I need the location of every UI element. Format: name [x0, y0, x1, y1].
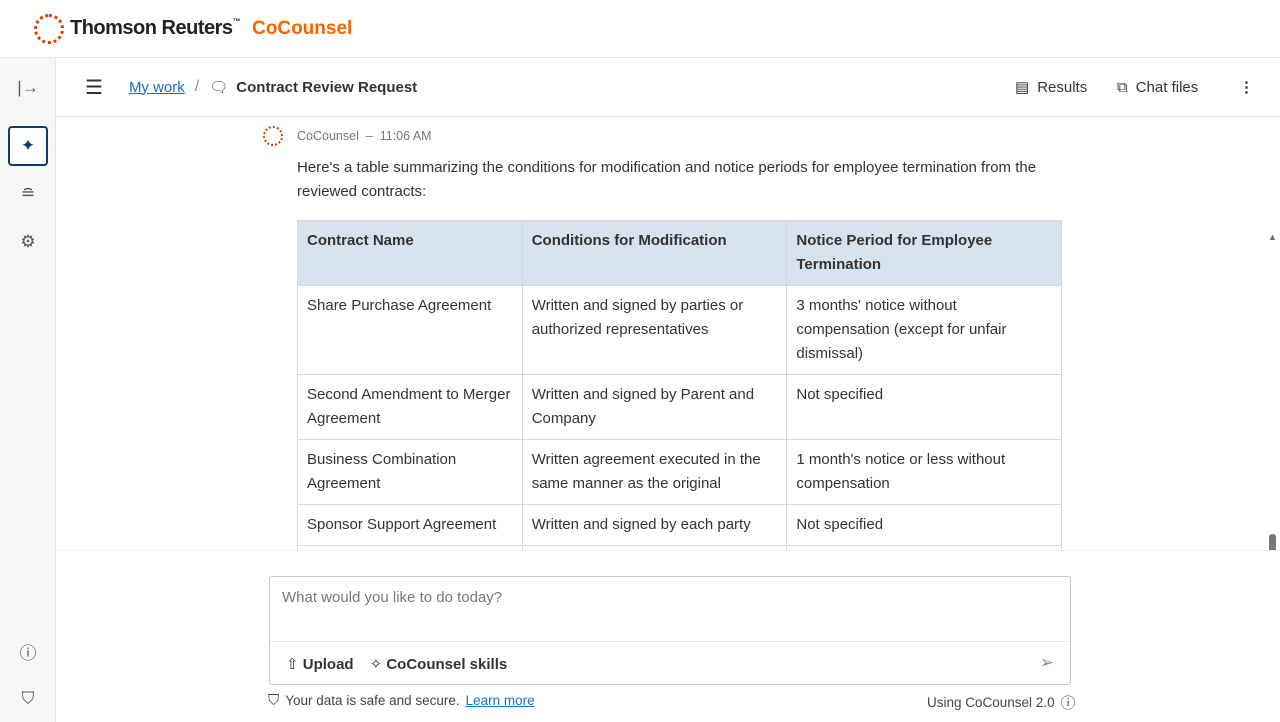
- results-label: Results: [1037, 78, 1088, 96]
- header-conditions: Conditions for Modification: [521, 220, 788, 286]
- table-cell: Sponsor Support Agreement: [297, 504, 523, 546]
- upload-label: Upload: [302, 655, 354, 673]
- thomson-reuters-logo-icon: [34, 13, 64, 44]
- table-row: Business Combination Agreement Written ag…: [297, 439, 1062, 505]
- composer-actions: ⇧ Upload ✧ CoCounsel skills: [270, 641, 1070, 685]
- results-button[interactable]: ▤ Results: [1015, 78, 1088, 97]
- version-info: Using CoCounsel 2.0 ⓘ: [927, 692, 1076, 713]
- prompt-input[interactable]: What would you like to do today?: [282, 589, 503, 606]
- database-icon[interactable]: ≘: [20, 184, 36, 203]
- table-cell: [521, 545, 788, 550]
- table-cell: 1 month's notice or less without compens…: [786, 439, 1062, 505]
- prompt-composer[interactable]: What would you like to do today? ⇧ Uploa…: [269, 576, 1071, 685]
- message-sender: CoCounsel: [297, 129, 359, 143]
- skills-label: CoCounsel skills: [386, 655, 508, 673]
- chat-files-label: Chat files: [1135, 78, 1199, 96]
- summary-table: Contract Name Conditions for Modificatio…: [297, 220, 1062, 550]
- table-cell: Share Purchase Agreement: [297, 285, 523, 375]
- header-contract-name: Contract Name: [297, 220, 523, 286]
- files-icon: ⧉: [1117, 78, 1128, 96]
- breadcrumb-my-work[interactable]: My work: [128, 78, 185, 96]
- results-icon: ▤: [1015, 79, 1030, 96]
- more-options-icon[interactable]: ⋮: [1239, 79, 1254, 96]
- toolbar: ☰ My work / 🗨 Contract Review Request ▤ R…: [57, 58, 1280, 117]
- secure-text: Your data is safe and secure.: [285, 693, 460, 708]
- table-row: [297, 545, 1062, 550]
- learn-more-link[interactable]: Learn more: [465, 693, 535, 708]
- menu-icon[interactable]: ☰: [85, 76, 103, 99]
- version-text: Using CoCounsel 2.0: [927, 695, 1055, 710]
- table-cell: Second Amendment to Merger Agreement: [297, 374, 523, 440]
- message-header: CoCounsel – 11:06 AM: [263, 126, 432, 146]
- table-header-row: Contract Name Conditions for Modificatio…: [297, 220, 1062, 286]
- sparkle-icon: ✧: [369, 655, 383, 673]
- upload-button[interactable]: ⇧ Upload: [286, 655, 354, 673]
- table-cell: 3 months' notice without compensation (e…: [786, 285, 1062, 375]
- table-row: Second Amendment to Merger Agreement Writ…: [297, 374, 1062, 440]
- product-name: CoCounsel: [252, 17, 353, 39]
- brand-name: Thomson Reuters™: [70, 17, 241, 39]
- table-cell: [786, 545, 1062, 550]
- shield-check-icon: ⛉: [268, 692, 280, 709]
- app-header: Thomson Reuters™ CoCounsel: [0, 0, 1280, 58]
- breadcrumb-separator: /: [194, 78, 200, 95]
- skills-button[interactable]: ✧ CoCounsel skills: [370, 655, 508, 673]
- scrollbar[interactable]: ▲ ▼: [1268, 232, 1277, 550]
- cocounsel-avatar-icon: [263, 126, 283, 146]
- chat-icon: 🗨: [209, 79, 229, 96]
- left-rail: |→ ✦ ≘ ⚙ ⓘ ⛉: [0, 58, 56, 722]
- chat-files-button[interactable]: ⧉ Chat files: [1117, 79, 1198, 96]
- table-row: Sponsor Support Agreement Written and sig…: [297, 504, 1062, 546]
- message-text: Here's a table summarizing the condition…: [297, 159, 1037, 200]
- table-cell: Written agreement executed in the same m…: [521, 439, 788, 505]
- help-icon[interactable]: ⓘ: [19, 643, 37, 663]
- send-icon[interactable]: ➢: [1039, 653, 1054, 672]
- table-row: Share Purchase Agreement Written and sign…: [297, 285, 1062, 375]
- shield-icon[interactable]: ⛉: [21, 689, 35, 708]
- table-cell: Not specified: [786, 374, 1062, 440]
- message-time: 11:06 AM: [379, 129, 432, 143]
- table-cell: [297, 545, 523, 550]
- table-cell: Written and signed by parties or authori…: [521, 285, 788, 375]
- table-cell: Written and signed by each party: [521, 504, 788, 546]
- info-icon[interactable]: ⓘ: [1060, 695, 1076, 712]
- security-notice: ⛉ Your data is safe and secure. Learn mo…: [268, 692, 535, 709]
- scroll-up-icon[interactable]: ▲: [1268, 232, 1277, 242]
- table-cell: Business Combination Agreement: [297, 439, 523, 505]
- upload-icon: ⇧: [286, 655, 299, 673]
- skills-sparkle-icon[interactable]: ✦: [8, 126, 48, 166]
- chat-thread: CoCounsel – 11:06 AM Here's a table summ…: [57, 118, 1280, 551]
- message-dash: –: [365, 129, 373, 143]
- table-cell: Written and signed by Parent and Company: [521, 374, 788, 440]
- table-cell: Not specified: [786, 504, 1062, 546]
- expand-icon[interactable]: |→: [17, 78, 39, 97]
- page-title: Contract Review Request: [236, 78, 418, 96]
- settings-gear-icon[interactable]: ⚙: [20, 232, 36, 251]
- header-notice-period: Notice Period for Employee Termination: [786, 220, 1062, 286]
- scrollbar-thumb[interactable]: [1269, 534, 1276, 550]
